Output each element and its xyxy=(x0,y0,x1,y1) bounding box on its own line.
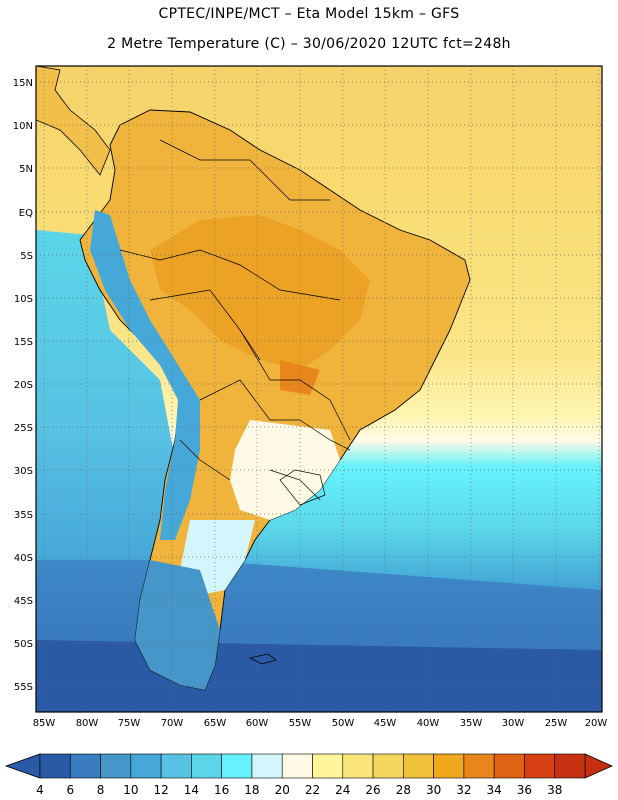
lat-label: 50S xyxy=(14,639,33,650)
lat-label: 55S xyxy=(14,682,33,693)
falklands-island xyxy=(248,653,277,665)
colorbar-swatch xyxy=(100,753,132,779)
colorbar-label: 36 xyxy=(516,783,533,797)
lon-label: 65W xyxy=(204,718,227,729)
lat-label: 20S xyxy=(14,380,33,391)
lat-label: 40S xyxy=(14,553,33,564)
colorbar-swatch xyxy=(403,753,434,779)
colorbar-swatch xyxy=(39,753,71,779)
colorbar-swatch xyxy=(463,753,495,779)
colorbar-swatch xyxy=(221,753,253,779)
patagonia-land xyxy=(135,560,220,690)
map-frame xyxy=(35,65,603,713)
latitude-labels: 15N 10N 5N EQ 5S 10S 15S 20S 25S 30S 35S… xyxy=(13,78,33,693)
lon-label: 75W xyxy=(118,718,141,729)
colorbar-label: 38 xyxy=(547,783,563,797)
colorbar-label: 16 xyxy=(214,783,230,797)
colorbar xyxy=(4,753,613,779)
lon-label: 20W xyxy=(585,718,608,729)
lat-label: 10N xyxy=(13,121,33,132)
colorbar-label: 6 xyxy=(66,783,75,797)
country-borders xyxy=(119,139,351,506)
lon-label: 35W xyxy=(460,718,483,729)
colorbar-label: 28 xyxy=(395,783,411,797)
colorbar-label: 32 xyxy=(456,783,472,797)
colorbar-swatch xyxy=(281,753,313,779)
lat-label: 45S xyxy=(14,596,33,607)
lon-label: 25W xyxy=(545,718,568,729)
colorbar-swatch xyxy=(312,753,344,779)
lon-label: 30W xyxy=(502,718,525,729)
colorbar-label: 26 xyxy=(365,783,381,797)
colorbar-label: 14 xyxy=(183,783,200,797)
lon-label: 85W xyxy=(33,718,56,729)
colorbar-label: 8 xyxy=(96,783,105,797)
lat-label: 30S xyxy=(14,466,33,477)
lat-label: 35S xyxy=(14,510,33,521)
lat-label: 10S xyxy=(14,294,33,305)
central-america-land xyxy=(36,66,111,176)
lon-label: 80W xyxy=(76,718,99,729)
lon-label: 40W xyxy=(417,718,440,729)
map-title: CPTEC/INPE/MCT – Eta Model 15km – GFS xyxy=(158,6,460,22)
lat-label: 5S xyxy=(20,251,33,262)
map-subtitle: 2 Metre Temperature (C) – 30/06/2020 12U… xyxy=(107,36,511,52)
lat-label: 15N xyxy=(13,78,33,89)
colorbar-label: 20 xyxy=(274,783,290,797)
colorbar-label: 10 xyxy=(123,783,139,797)
lon-label: 45W xyxy=(374,718,397,729)
lon-label: 55W xyxy=(289,718,312,729)
colorbar-swatch xyxy=(433,753,465,779)
colorbar-label: 4 xyxy=(36,783,44,797)
far-south-field xyxy=(36,640,602,712)
lat-label: 5N xyxy=(19,164,33,175)
colorbar-swatch xyxy=(160,753,192,779)
colorbar-label: 12 xyxy=(153,783,169,797)
andes-cold xyxy=(90,210,200,540)
lat-label: EQ xyxy=(19,208,33,219)
colorbar-swatch xyxy=(372,753,404,779)
lon-label: 70W xyxy=(161,718,184,729)
colorbar-swatch xyxy=(251,753,283,779)
warm-interior xyxy=(150,215,370,370)
colorbar-swatch xyxy=(191,753,222,779)
colorbar-label: 30 xyxy=(425,783,442,797)
colorbar-label: 22 xyxy=(304,783,321,797)
lon-label: 60W xyxy=(246,718,269,729)
colorbar-swatch xyxy=(130,753,162,779)
lat-label: 15S xyxy=(14,337,33,348)
pacific-field xyxy=(36,230,175,560)
colorbar-low-arrow xyxy=(4,753,41,779)
lat-label: 25S xyxy=(14,423,33,434)
colorbar-swatch xyxy=(69,753,101,779)
colorbar-swatch xyxy=(524,753,556,779)
longitude-labels: 85W 80W 75W 70W 65W 60W 55W 50W 45W 40W … xyxy=(33,718,608,729)
lon-label: 50W xyxy=(332,718,355,729)
colorbar-label: 34 xyxy=(486,783,502,797)
colorbar-swatch xyxy=(493,753,525,779)
colorbar-high-arrow xyxy=(584,753,613,779)
colorbar-swatch xyxy=(342,753,374,779)
colorbar-label: 24 xyxy=(335,783,351,797)
colorbar-swatch xyxy=(554,753,586,779)
colorbar-label: 18 xyxy=(244,783,260,797)
